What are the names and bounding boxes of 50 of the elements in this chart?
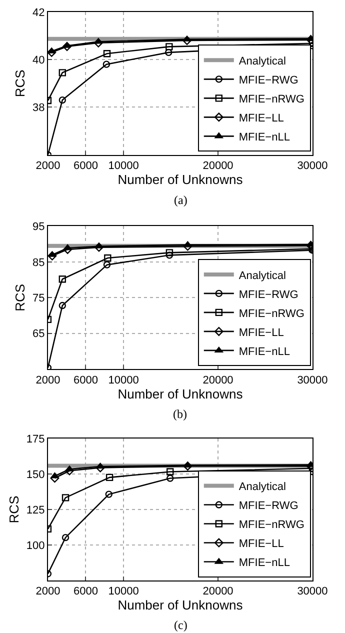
y-tick-label: 100 [26,540,45,552]
x-tick-label: 6000 [73,374,98,386]
legend-label: Analytical [238,55,286,68]
x-tick-label: 2000 [36,160,60,172]
x-tick-label: 6000 [73,586,98,598]
y-tick-label: 40 [32,54,45,66]
x-axis-title: Number of Unknowns [118,598,244,613]
y-tick-label: 125 [26,504,45,516]
y-tick-label: 65 [32,328,45,340]
x-tick-label: 20000 [202,586,234,598]
x-tick-label: 30000 [297,586,328,598]
legend-label: MFIE−RWG [238,288,298,301]
y-tick-label: 38 [32,102,45,114]
x-tick-label: 2000 [36,586,60,598]
x-axis-title: Number of Unknowns [118,172,244,188]
text: (b) [173,407,187,421]
y-axis-title: RCS [12,69,28,98]
y-tick-label: 150 [26,468,45,481]
legend-label: MFIE−LL [238,538,284,550]
y-tick-label: 95 [32,221,45,234]
legend-label: MFIE−nRWG [238,519,304,532]
y-axis-title: RCS [12,284,28,312]
x-tick-label: 30000 [297,374,328,386]
legend-label: MFIE−nLL [238,346,290,358]
x-tick-label: 10000 [108,160,139,172]
y-tick-label: 85 [32,256,45,269]
legend-label: MFIE−LL [238,326,284,339]
legend-label: Analytical [238,270,286,282]
legend-label: MFIE−nRWG [238,93,304,106]
text: (a) [174,193,188,207]
legend-label: Analytical [238,481,286,494]
x-tick-label: 20000 [202,160,234,172]
x-tick-label: 2000 [36,374,60,386]
y-tick-label: 175 [26,433,45,446]
y-axis-title: RCS [6,495,22,524]
x-tick-label: 6000 [73,160,98,172]
legend-label: MFIE−nLL [238,131,290,144]
text: (c) [174,618,188,632]
x-tick-label: 30000 [297,160,328,172]
legend-label: MFIE−LL [238,112,284,124]
legend-label: MFIE−nLL [238,557,290,570]
legend-label: MFIE−RWG [238,500,298,512]
x-tick-label: 10000 [108,586,139,598]
y-tick-label: 75 [32,292,45,305]
x-axis-title: Number of Unknowns [118,386,244,402]
y-tick-label: 42 [32,6,45,19]
x-tick-label: 10000 [108,374,139,386]
legend-label: MFIE−RWG [238,74,298,86]
x-tick-label: 20000 [202,374,234,386]
legend-label: MFIE−nRWG [238,308,304,320]
